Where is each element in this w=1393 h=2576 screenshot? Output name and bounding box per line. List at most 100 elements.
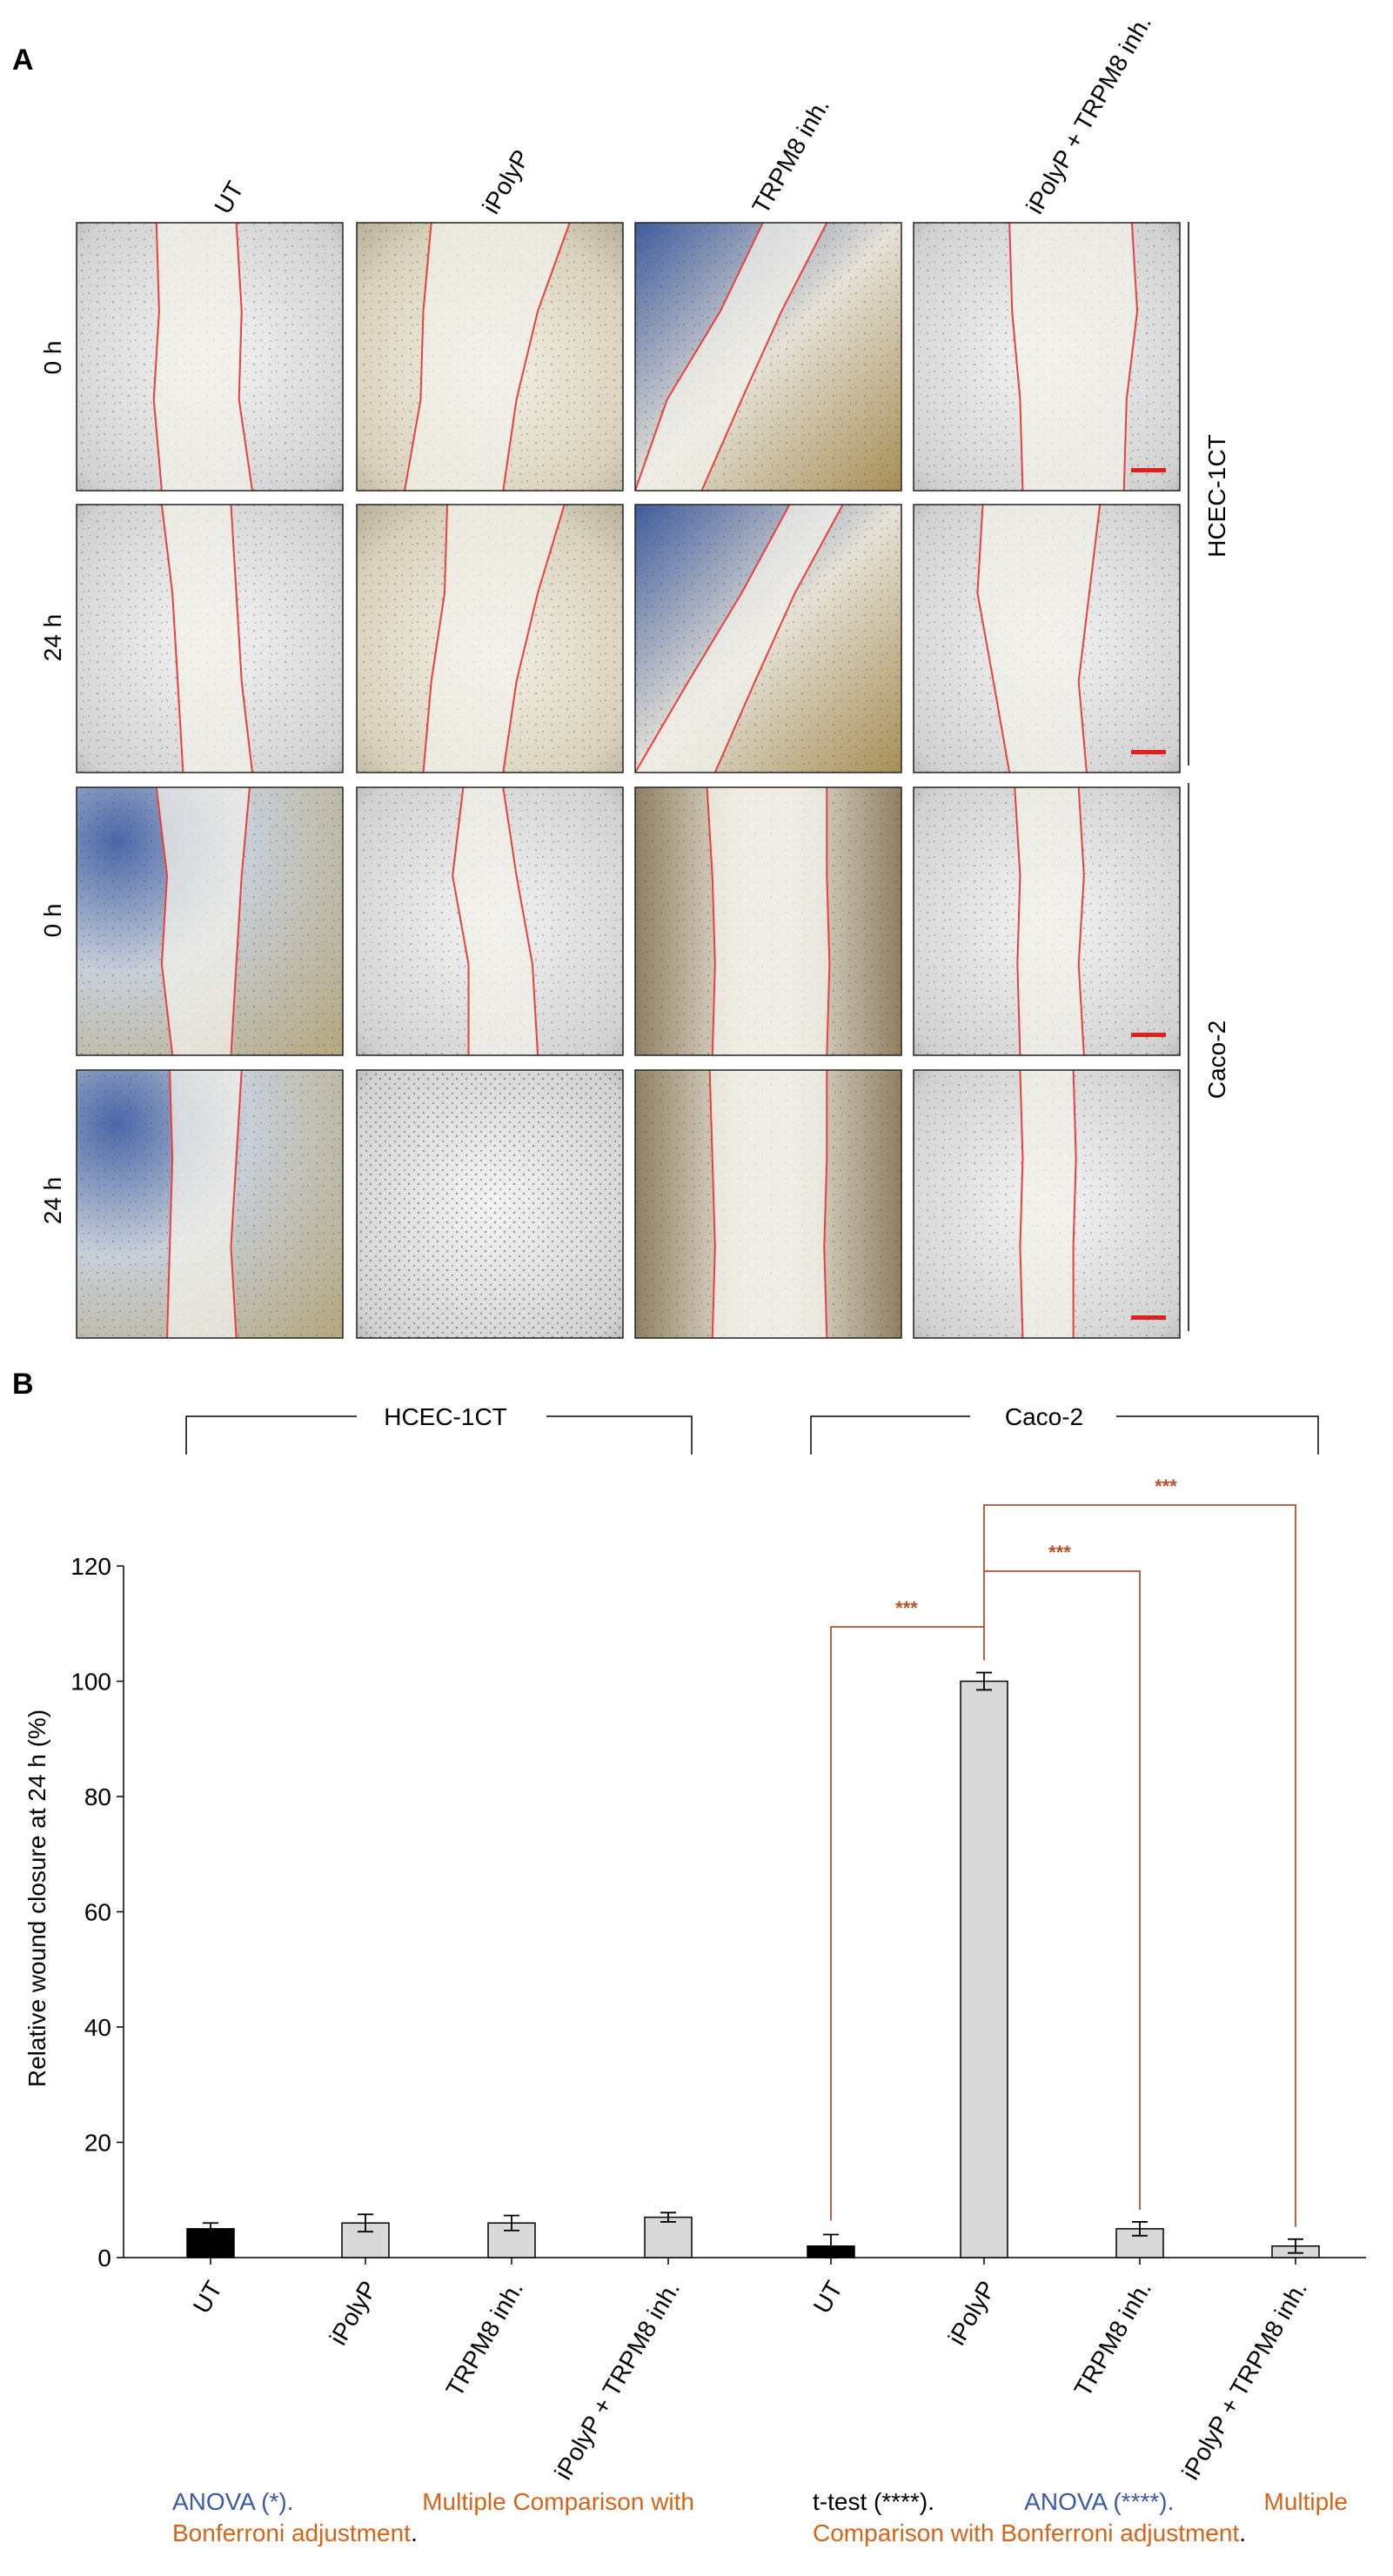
- wound-gap: [1009, 223, 1138, 491]
- micrograph-tile: [634, 504, 902, 773]
- footnote-ttest-caco: t-test (****).: [813, 2488, 935, 2515]
- wound-edge-line: [152, 222, 163, 492]
- micrograph-tile: [76, 504, 344, 773]
- footnote-right-line1: t-test (****). ANOVA (****). Multiple: [813, 2486, 1348, 2518]
- row-label-0h-caco: 0 h: [39, 904, 66, 938]
- scale-bar: [1131, 1315, 1166, 1320]
- micrograph-tile: [913, 1069, 1181, 1339]
- column-header-ipolyp: iPolyP: [477, 145, 535, 218]
- footnote-right: t-test (****). ANOVA (****). Multiple Co…: [813, 2486, 1348, 2549]
- wound-gap: [707, 787, 830, 1055]
- wound-edge-line: [230, 1069, 243, 1339]
- micrograph-border: [356, 1069, 624, 1339]
- micrograph-border: [76, 504, 344, 773]
- wound-gap: [161, 505, 252, 773]
- wound-edge-line: [1014, 786, 1021, 1056]
- x-tick-label: iPolyP: [325, 2277, 383, 2350]
- micrograph-border: [356, 222, 624, 492]
- bracket-ipolyp-vs-combo: [983, 1504, 1296, 2227]
- scale-bar: [1131, 1033, 1166, 1037]
- cell-line-label-hcec: HCEC-1CT: [1203, 434, 1230, 558]
- footnote-left-line2: Bonferroni adjustment.: [172, 2518, 694, 2549]
- y-tick-label: 40: [84, 2014, 111, 2041]
- footnote-left: ANOVA (*). Multiple Comparison with Bonf…: [172, 2486, 694, 2549]
- y-axis-label: Relative wound closure at 24 h (%): [23, 1710, 50, 2087]
- wound-edge-line: [708, 1069, 716, 1339]
- wound-gap: [452, 787, 539, 1055]
- micrograph-grid: [76, 222, 1181, 1339]
- scale-bar: [1131, 468, 1166, 472]
- group-bracket-caco: [810, 1415, 1319, 1455]
- x-tick-label: UT: [808, 2277, 848, 2318]
- wound-edge-line: [706, 786, 716, 1056]
- micrograph-tile: [356, 786, 624, 1056]
- cell-texture: [357, 1070, 623, 1338]
- wound-gap: [977, 505, 1101, 773]
- significance-stars: *** *** ***: [895, 1475, 1177, 1619]
- micrograph-border: [913, 504, 1181, 773]
- x-tick-label: iPolyP: [943, 2277, 1001, 2350]
- cell-line-label-caco: Caco-2: [1203, 1020, 1230, 1099]
- wound-gap: [635, 505, 843, 773]
- sig-star-ut-vs-ipolyp: ***: [895, 1597, 918, 1619]
- micrograph-border: [634, 504, 902, 773]
- row-labels: 0 h 24 h 0 h 24 h: [39, 341, 66, 1225]
- wound-gap: [635, 223, 827, 491]
- wound-edge-line: [502, 786, 539, 1056]
- wound-edge-line: [404, 222, 432, 492]
- y-tick-label: 0: [97, 2245, 111, 2272]
- wound-edge-line: [235, 222, 253, 492]
- micrograph-tile: [76, 222, 344, 492]
- row-label-0h-hcec: 0 h: [39, 341, 66, 375]
- y-tick-label: 80: [84, 1783, 111, 1810]
- wound-edge-line: [713, 504, 844, 773]
- significance-brackets: [830, 1504, 1296, 2227]
- micrograph-border: [76, 786, 344, 1056]
- wound-gap: [153, 223, 252, 491]
- wound-edge-line: [452, 786, 470, 1055]
- wound-gap: [167, 1070, 242, 1338]
- footnote-left-line1: ANOVA (*). Multiple Comparison with: [172, 2486, 694, 2518]
- y-tick-label: 120: [70, 1553, 111, 1580]
- wound-edge-line: [230, 786, 251, 1056]
- micrograph-border: [356, 786, 624, 1056]
- micrograph-border: [913, 1069, 1181, 1339]
- wound-edge-line: [634, 222, 764, 492]
- wound-edge-line: [422, 504, 449, 773]
- micrograph-border: [76, 222, 344, 492]
- wound-edge-line: [823, 1070, 828, 1339]
- column-header-combo: iPolyP + TRPM8 inh.: [1021, 10, 1156, 218]
- wound-edge-line: [1019, 1069, 1024, 1339]
- x-tick-label: iPolyP + TRPM8 inh.: [1176, 2277, 1312, 2485]
- micrograph-tile: [634, 222, 902, 492]
- column-header-ut: UT: [209, 177, 249, 218]
- bar: [644, 2216, 693, 2258]
- wound-gap: [1015, 787, 1084, 1055]
- bracket-ipolyp-vs-trpm8: [983, 1570, 1141, 2210]
- wound-gap: [1020, 1070, 1076, 1338]
- sig-star-ipolyp-vs-trpm8: ***: [1048, 1542, 1071, 1563]
- x-tick-label: UT: [188, 2277, 228, 2318]
- group-label-hcec: HCEC-1CT: [384, 1403, 507, 1430]
- sig-star-ipolyp-vs-combo: ***: [1155, 1475, 1177, 1497]
- x-tick-label: iPolyP + TRPM8 inh.: [549, 2277, 685, 2485]
- micrograph-tile: [634, 786, 902, 1056]
- wound-edge-line: [1077, 504, 1102, 773]
- group-bracket-hcec: [185, 1415, 693, 1455]
- y-tick-label: 100: [70, 1669, 111, 1696]
- micrograph-tile: [913, 222, 1181, 492]
- wound-gap: [423, 505, 565, 773]
- wound-edge-line: [826, 787, 831, 1056]
- wound-edge-line: [634, 504, 791, 773]
- micrograph-border: [356, 504, 624, 773]
- wound-gap: [156, 787, 250, 1055]
- column-header-trpm8: TRPM8 inh.: [747, 93, 834, 218]
- footnote-right-line2: Comparison with Bonferroni adjustment.: [813, 2518, 1348, 2549]
- micrograph-tile: [356, 1069, 624, 1339]
- x-tick-label: TRPM8 inh.: [1068, 2277, 1156, 2402]
- row-label-24h-caco: 24 h: [39, 1177, 66, 1225]
- footnote-multiple-caco: Multiple: [1263, 2488, 1348, 2515]
- footnote-period-hcec: .: [410, 2519, 418, 2546]
